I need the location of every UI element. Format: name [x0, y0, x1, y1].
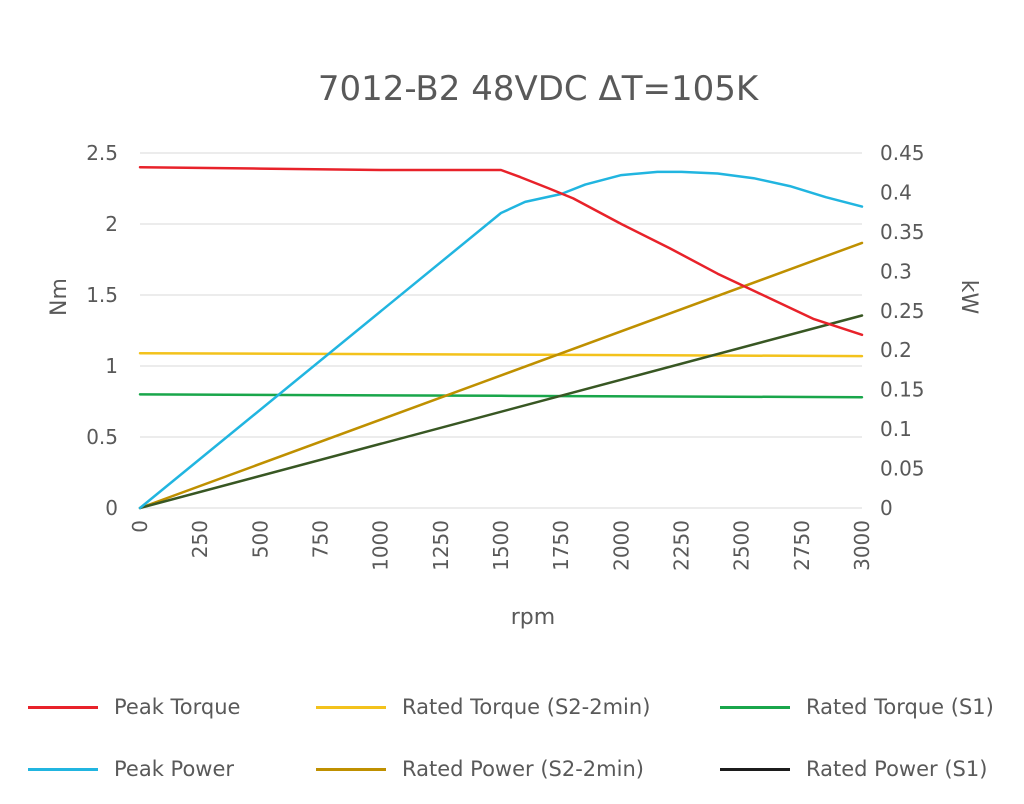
x-tick-label: 250 — [188, 520, 212, 558]
chart: 7012-B2 48VDC ΔT=105K 0 0.5 1 1.5 2 2.5 0 0.05… — [47, 69, 981, 630]
y2-tick-label: 0.3 — [880, 259, 912, 283]
y-tick-label: 1 — [105, 354, 118, 378]
x-tick-label: 1000 — [369, 520, 393, 571]
legend-item-peak-power: Peak Power — [28, 754, 234, 784]
chart-title: 7012-B2 48VDC ΔT=105K — [318, 69, 760, 109]
y2-tick-label: 0.2 — [880, 338, 912, 362]
x-tick-label: 2000 — [609, 520, 633, 571]
x-tick-label: 1500 — [489, 520, 513, 571]
y2-tick-label: 0.45 — [880, 141, 925, 165]
series-peak-torque — [138, 165, 864, 337]
legend-item-rated-torque-s2: Rated Torque (S2-2min) — [316, 692, 650, 722]
y-tick-label: 2.5 — [86, 141, 118, 165]
legend-swatch-rated-power-s1 — [720, 767, 790, 771]
legend-swatch-peak-power — [28, 767, 98, 771]
y2-tick-label: 0.4 — [880, 180, 912, 204]
y-axis-ticks: 0 0.5 1 1.5 2 2.5 — [86, 141, 118, 520]
legend-item-rated-power-s2: Rated Power (S2-2min) — [316, 754, 644, 784]
series-group — [138, 165, 864, 510]
x-tick-label: 0 — [128, 520, 152, 533]
x-tick-label: 2750 — [790, 520, 814, 571]
y2-tick-label: 0.1 — [880, 417, 912, 441]
series-rated-torque-s1 — [138, 393, 864, 399]
legend-item-rated-torque-s1: Rated Torque (S1) — [720, 692, 994, 722]
legend-swatch-rated-torque-s2 — [316, 705, 386, 709]
legend-label-peak-power: Peak Power — [114, 757, 235, 781]
legend-label-rated-torque-s2: Rated Torque (S2-2min) — [402, 695, 651, 719]
x-tick-label: 1750 — [549, 520, 573, 571]
legend-label-peak-torque: Peak Torque — [114, 695, 241, 719]
series-rated-power-s2-2min — [138, 241, 864, 510]
legend-swatch-rated-power-s2 — [316, 767, 386, 771]
y-tick-label: 1.5 — [86, 283, 118, 307]
x-axis-ticks: 0 250 500 750 1000 1250 1500 1750 2000 2250 2500 27… — [128, 520, 874, 571]
y-axis-label: Nm — [47, 278, 72, 316]
y2-tick-label: 0.35 — [880, 220, 925, 244]
y2-axis-ticks: 0 0.05 0.1 0.15 0.2 0.25 0.3 0.35 0.4 0.45 — [880, 141, 925, 520]
y2-tick-label: 0.05 — [880, 457, 925, 481]
y2-tick-label: 0.25 — [880, 299, 925, 323]
series-rated-torque-s2-2min — [138, 351, 864, 358]
y2-tick-label: 0 — [880, 496, 893, 520]
legend-label-rated-power-s1: Rated Power (S1) — [806, 757, 988, 781]
x-tick-label: 1250 — [429, 520, 453, 571]
y2-tick-label: 0.15 — [880, 378, 925, 402]
legend-swatch-rated-torque-s1 — [720, 705, 790, 709]
legend: Peak Torque Rated Torque (S2-2min) Rated… — [0, 680, 1024, 790]
x-tick-label: 2500 — [730, 520, 754, 571]
grid — [140, 152, 862, 509]
x-tick-label: 3000 — [850, 520, 874, 571]
y2-axis-label: kW — [956, 280, 981, 315]
x-tick-label: 2250 — [670, 520, 694, 571]
x-tick-label: 500 — [248, 520, 272, 558]
legend-swatch-peak-torque — [28, 705, 98, 709]
x-tick-label: 750 — [309, 520, 333, 558]
x-axis-label: rpm — [511, 605, 555, 630]
y-tick-label: 0.5 — [86, 425, 118, 449]
y-tick-label: 0 — [105, 496, 118, 520]
y-tick-label: 2 — [105, 212, 118, 236]
legend-label-rated-torque-s1: Rated Torque (S1) — [806, 695, 994, 719]
series-peak-power — [138, 170, 864, 510]
legend-item-peak-torque: Peak Torque — [28, 692, 240, 722]
legend-item-rated-power-s1: Rated Power (S1) — [720, 754, 987, 784]
legend-label-rated-power-s2: Rated Power (S2-2min) — [402, 757, 644, 781]
series-rated-power-s1 — [138, 314, 864, 510]
